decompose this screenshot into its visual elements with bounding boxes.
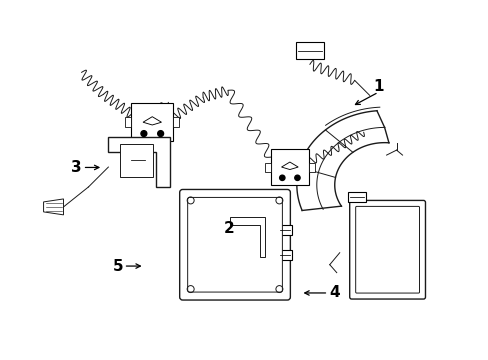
Polygon shape xyxy=(278,250,292,260)
Text: 3: 3 xyxy=(71,160,81,175)
Polygon shape xyxy=(347,193,365,202)
Text: 5: 5 xyxy=(112,258,123,274)
Polygon shape xyxy=(143,117,161,125)
Polygon shape xyxy=(308,163,314,171)
Polygon shape xyxy=(229,217,264,257)
Polygon shape xyxy=(270,149,308,185)
Polygon shape xyxy=(108,137,170,187)
Text: 2: 2 xyxy=(223,221,234,236)
FancyBboxPatch shape xyxy=(349,201,425,299)
Polygon shape xyxy=(131,103,173,141)
Polygon shape xyxy=(173,117,179,127)
Polygon shape xyxy=(125,117,131,127)
Circle shape xyxy=(141,131,146,136)
Polygon shape xyxy=(278,225,292,235)
Polygon shape xyxy=(43,199,63,215)
Text: 1: 1 xyxy=(372,79,383,94)
FancyBboxPatch shape xyxy=(179,189,290,300)
Polygon shape xyxy=(295,41,323,59)
FancyBboxPatch shape xyxy=(355,206,419,293)
Polygon shape xyxy=(281,162,298,170)
Circle shape xyxy=(279,175,285,180)
Polygon shape xyxy=(129,153,147,167)
Text: 4: 4 xyxy=(329,285,339,301)
Circle shape xyxy=(158,131,163,136)
FancyBboxPatch shape xyxy=(187,197,282,292)
Polygon shape xyxy=(120,144,153,177)
Circle shape xyxy=(294,175,300,180)
Polygon shape xyxy=(264,163,270,171)
